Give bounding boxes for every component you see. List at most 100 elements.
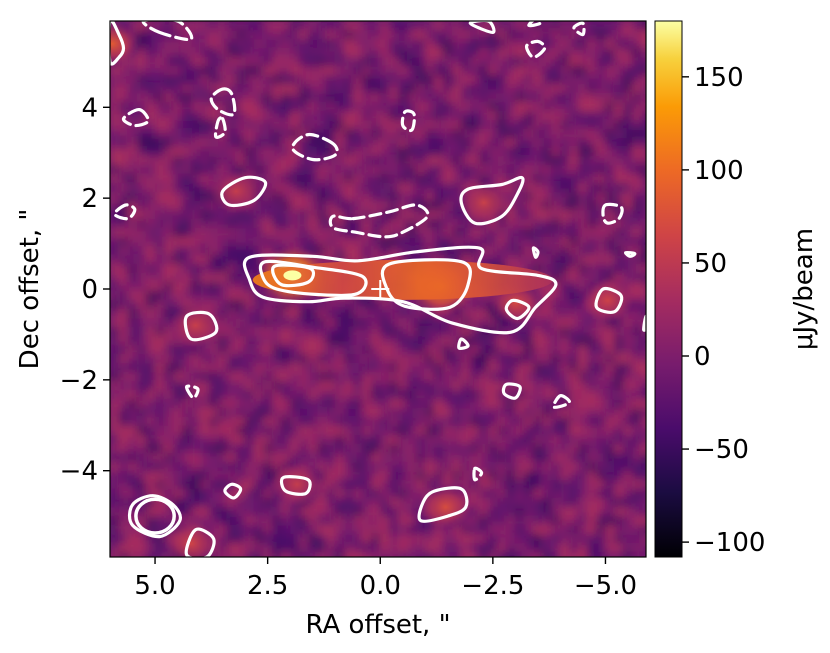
noise-cell: [407, 21, 417, 31]
noise-cell: [551, 138, 561, 148]
noise-cell: [569, 48, 579, 58]
noise-cell: [587, 21, 597, 31]
positive-contour: [258, 259, 368, 298]
noise-cell: [587, 228, 597, 238]
noise-cell: [317, 84, 327, 94]
noise-cell: [272, 552, 282, 557]
noise-cell: [227, 210, 237, 220]
noise-cell: [569, 30, 579, 40]
noise-cell: [560, 318, 570, 328]
noise-cell: [110, 246, 120, 256]
noise-cell: [479, 165, 489, 175]
noise-cell: [407, 75, 417, 85]
noise-cell: [470, 489, 480, 499]
noise-cell: [227, 489, 237, 499]
noise-cell: [290, 39, 300, 49]
noise-cell: [263, 75, 273, 85]
noise-cell: [641, 300, 646, 310]
noise-cell: [263, 480, 273, 490]
noise-cell: [434, 48, 444, 58]
noise-cell: [569, 246, 579, 256]
noise-cell: [614, 426, 624, 436]
noise-cell: [515, 543, 525, 553]
noise-cell: [587, 111, 597, 121]
noise-cell: [182, 39, 192, 49]
noise-cell: [623, 525, 633, 535]
noise-cell: [560, 147, 570, 157]
noise-cell: [524, 498, 534, 508]
noise-cell: [164, 426, 174, 436]
noise-cell: [362, 327, 372, 337]
noise-cell: [290, 219, 300, 229]
noise-cell: [335, 417, 345, 427]
noise-cell: [182, 489, 192, 499]
noise-cell: [614, 48, 624, 58]
noise-cell: [533, 120, 543, 130]
noise-cell: [416, 444, 426, 454]
noise-cell: [245, 471, 255, 481]
noise-cell: [542, 201, 552, 211]
noise-cell: [218, 237, 228, 247]
noise-cell: [119, 174, 129, 184]
noise-cell: [182, 291, 192, 301]
noise-cell: [515, 489, 525, 499]
noise-cell: [578, 93, 588, 103]
noise-cell: [515, 498, 525, 508]
noise-cell: [245, 543, 255, 553]
noise-cell: [371, 516, 381, 526]
noise-cell: [632, 165, 642, 175]
noise-cell: [398, 507, 408, 517]
noise-cell: [587, 165, 597, 175]
noise-cell: [407, 156, 417, 166]
noise-cell: [182, 201, 192, 211]
noise-cell: [551, 399, 561, 409]
noise-cell: [515, 75, 525, 85]
noise-cell: [164, 237, 174, 247]
noise-cell: [488, 372, 498, 382]
noise-cell: [263, 417, 273, 427]
noise-cell: [110, 354, 120, 364]
noise-cell: [470, 480, 480, 490]
noise-cell: [479, 543, 489, 553]
noise-cell: [596, 102, 606, 112]
noise-cell: [488, 66, 498, 76]
noise-cell: [443, 462, 453, 472]
noise-cell: [353, 201, 363, 211]
noise-cell: [155, 165, 165, 175]
noise-cell: [578, 543, 588, 553]
noise-cell: [587, 129, 597, 139]
noise-cell: [380, 399, 390, 409]
noise-cell: [434, 147, 444, 157]
noise-cell: [497, 399, 507, 409]
noise-cell: [137, 192, 147, 202]
noise-cell: [623, 210, 633, 220]
noise-cell: [173, 183, 183, 193]
noise-cell: [488, 498, 498, 508]
noise-cell: [497, 552, 507, 557]
noise-cell: [227, 237, 237, 247]
noise-cell: [632, 111, 642, 121]
noise-cell: [542, 390, 552, 400]
noise-cell: [290, 93, 300, 103]
noise-cell: [155, 111, 165, 121]
noise-cell: [461, 309, 471, 319]
noise-cell: [200, 417, 210, 427]
noise-cell: [551, 300, 561, 310]
noise-cell: [443, 453, 453, 463]
noise-cell: [569, 39, 579, 49]
noise-cell: [605, 354, 615, 364]
noise-cell: [110, 408, 120, 418]
noise-cell: [371, 309, 381, 319]
noise-cell: [497, 111, 507, 121]
noise-cell: [542, 57, 552, 67]
positive-contour: [459, 175, 525, 226]
noise-cell: [542, 246, 552, 256]
noise-cell: [119, 156, 129, 166]
noise-cell: [272, 534, 282, 544]
noise-cell: [614, 120, 624, 130]
noise-cell: [164, 66, 174, 76]
noise-cell: [452, 102, 462, 112]
noise-cell: [407, 345, 417, 355]
noise-cell: [290, 120, 300, 130]
noise-cell: [245, 381, 255, 391]
